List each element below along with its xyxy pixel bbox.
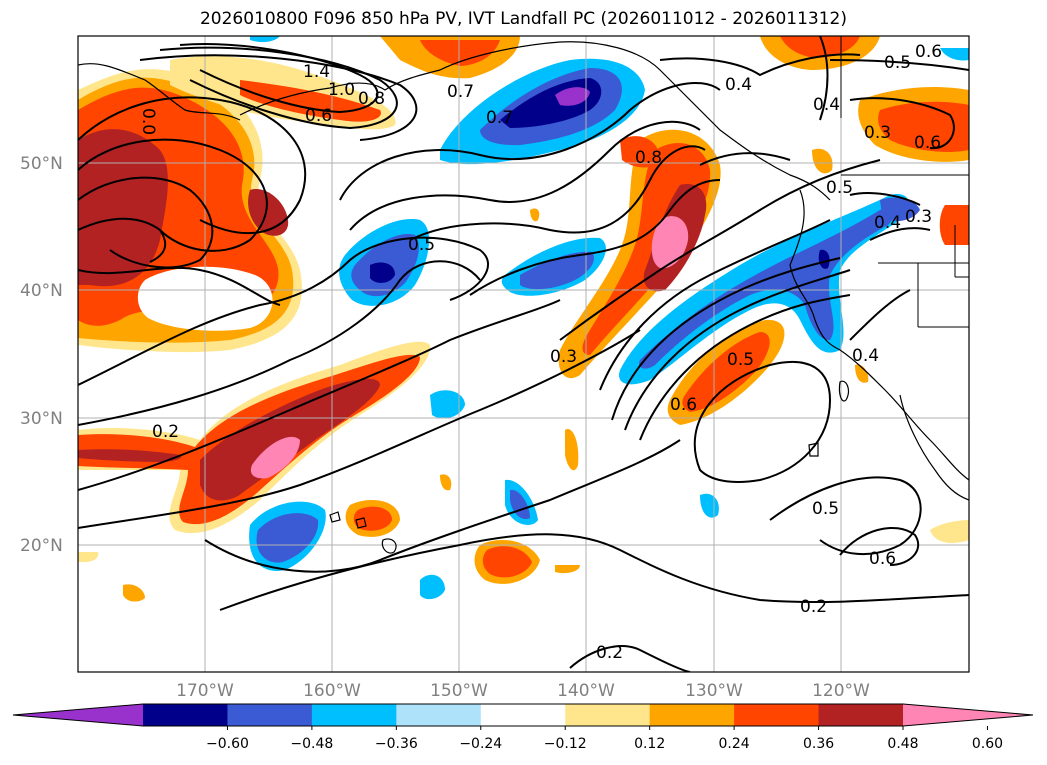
lon-label: 160°W <box>303 681 361 701</box>
colorbar-tick-label: −0.24 <box>459 736 502 752</box>
colorbar-segment <box>480 704 566 726</box>
contour-label: 0.8 <box>635 148 662 168</box>
contour-label: 0.5 <box>884 53 911 73</box>
contour-label: 0.5 <box>408 235 435 255</box>
lat-label: 30°N <box>20 409 63 429</box>
contour-label: 0.4 <box>852 346 879 366</box>
lon-label: 170°W <box>176 681 234 701</box>
contour-label: 0.7 <box>447 82 474 102</box>
contour-label: 0.6 <box>869 549 896 569</box>
lon-label: 130°W <box>685 681 743 701</box>
map-frame <box>77 35 970 673</box>
contour-label: 0.6 <box>914 133 941 153</box>
colorbar-tick-label: 0.24 <box>719 736 750 752</box>
colorbar-segment <box>143 704 228 726</box>
contour-label: 1.0 <box>328 80 355 100</box>
colorbar-outline <box>12 703 1034 727</box>
colorbar-extend-low <box>13 704 143 726</box>
shaded-field <box>78 36 969 672</box>
colorbar-tick-label: −0.36 <box>375 736 418 752</box>
colorbar-tick-label: −0.12 <box>544 736 587 752</box>
contour-label: 0.6 <box>305 106 332 126</box>
colorbar-tick-label: 0.12 <box>634 736 665 752</box>
colorbar: −0.60 −0.48 −0.36 −0.24 −0.12 0.12 0.24 0.36 0.4… <box>12 703 1034 752</box>
contour-label: 0.3 <box>550 347 577 367</box>
lon-label: 120°W <box>812 681 870 701</box>
colorbar-tick-label: −0.48 <box>290 736 333 752</box>
contour-label: 0.2 <box>800 597 827 617</box>
lat-label: 20°N <box>20 536 63 556</box>
contour-label: 0.4 <box>874 213 901 233</box>
lat-label: 50°N <box>20 154 63 174</box>
ivt-contours <box>78 36 969 672</box>
political-borders <box>840 36 969 328</box>
contour-labels: 1.4 1.0 0.8 0.6 0.7 0.6 0.5 0.6 0.4 0.4 … <box>138 42 942 663</box>
contour-label: 0.2 <box>596 643 623 663</box>
contour-label: 0.2 <box>152 422 179 442</box>
contour-label: 0.5 <box>826 178 853 198</box>
contour-label: 1.4 <box>303 62 330 82</box>
colorbar-segment <box>396 704 482 726</box>
latitude-labels: 50°N 40°N 30°N 20°N <box>20 154 63 556</box>
map-title: 2026010800 F096 850 hPa PV, IVT Landfall… <box>199 9 847 29</box>
colorbar-segment <box>311 704 397 726</box>
contour-label: 0.3 <box>905 207 932 227</box>
contour-label: 0.7 <box>486 108 513 128</box>
colorbar-segment <box>734 704 820 726</box>
contour-label: 0.3 <box>864 123 891 143</box>
contour-label: 0.5 <box>727 350 754 370</box>
colorbar-tick-label: 0.36 <box>803 736 834 752</box>
lon-label: 140°W <box>557 681 615 701</box>
lat-label: 40°N <box>20 281 63 301</box>
contour-label: 0.5 <box>812 499 839 519</box>
contour-label: 0.6 <box>915 42 942 62</box>
graticule <box>78 36 969 672</box>
contour-label: 0.6 <box>670 395 697 415</box>
colorbar-segment <box>565 704 651 726</box>
colorbar-extend-high <box>903 704 1033 726</box>
longitude-labels: 170°W 160°W 150°W 140°W 130°W 120°W <box>176 681 870 701</box>
colorbar-tick-label: −0.60 <box>206 736 249 752</box>
colorbar-segment <box>227 704 313 726</box>
colorbar-tick-label: 0.60 <box>972 736 1003 752</box>
colorbar-segment <box>818 704 904 726</box>
contour-label: 0.4 <box>725 75 752 95</box>
colorbar-tick-label: 0.48 <box>887 736 918 752</box>
contour-label: 0.8 <box>358 89 385 109</box>
contour-label: 0.4 <box>813 95 840 115</box>
lon-label: 150°W <box>430 681 488 701</box>
coastlines <box>78 41 969 554</box>
colorbar-segment <box>649 704 735 726</box>
contour-label: 0.0 <box>138 108 158 135</box>
